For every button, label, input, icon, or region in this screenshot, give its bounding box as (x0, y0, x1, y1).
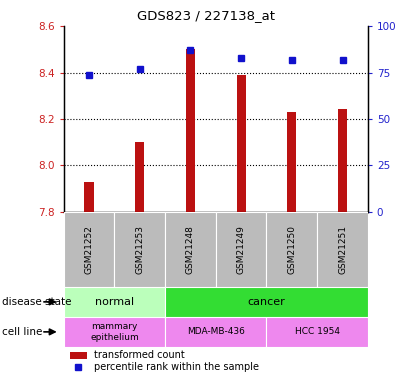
Bar (216, 212, 266, 287)
Bar (165, 287, 368, 317)
Bar (64, 212, 114, 287)
Text: mammary
epithelium: mammary epithelium (90, 322, 139, 342)
Bar (186, 50, 195, 212)
Text: GSM21249: GSM21249 (237, 225, 246, 274)
Bar (135, 142, 144, 212)
Text: normal: normal (95, 297, 134, 307)
Bar (114, 212, 165, 287)
Text: cancer: cancer (247, 297, 285, 307)
Text: GDS823 / 227138_at: GDS823 / 227138_at (136, 9, 275, 22)
Text: MDA-MB-436: MDA-MB-436 (187, 327, 245, 336)
Bar (338, 109, 347, 212)
Bar (287, 112, 296, 212)
Bar (64, 317, 165, 347)
Text: GSM21253: GSM21253 (135, 225, 144, 274)
Bar (165, 317, 266, 347)
Bar (317, 212, 368, 287)
Text: GSM21250: GSM21250 (287, 225, 296, 274)
Text: GSM21251: GSM21251 (338, 225, 347, 274)
Bar (85, 182, 94, 212)
Text: HCC 1954: HCC 1954 (295, 327, 339, 336)
Bar (70, 352, 86, 359)
Bar (237, 75, 246, 212)
Bar (165, 212, 216, 287)
Text: GSM21248: GSM21248 (186, 225, 195, 274)
Bar (64, 287, 165, 317)
Bar (266, 317, 368, 347)
Text: transformed count: transformed count (94, 350, 185, 360)
Bar (266, 212, 317, 287)
Text: percentile rank within the sample: percentile rank within the sample (94, 362, 259, 372)
Text: cell line: cell line (2, 327, 42, 337)
Text: GSM21252: GSM21252 (85, 225, 94, 274)
Text: disease state: disease state (2, 297, 72, 307)
